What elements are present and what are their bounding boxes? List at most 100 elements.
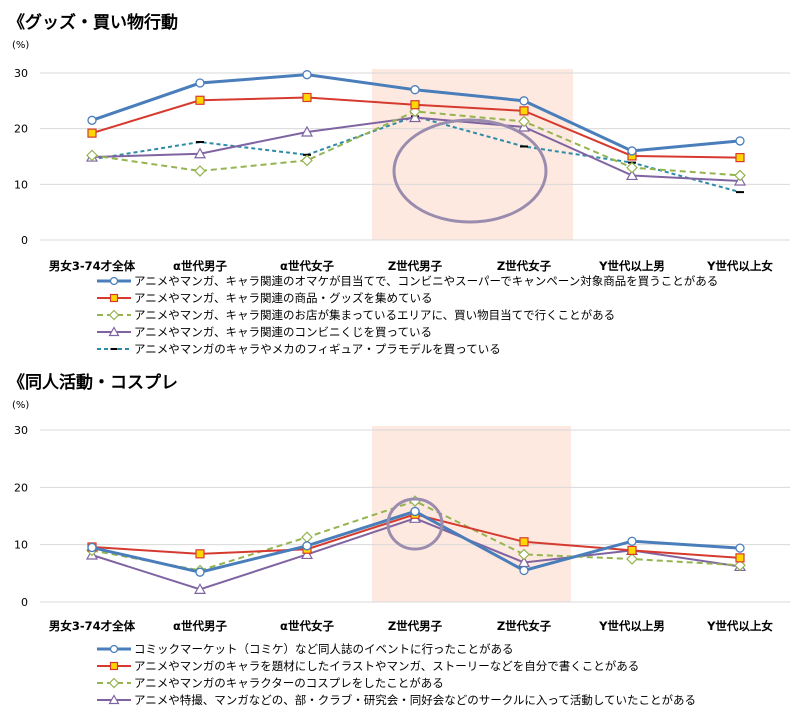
legend-marker [108,309,120,320]
legend-swatch [97,693,131,704]
y-tick-label: 0 [21,596,28,609]
y-tick-label: 10 [14,539,28,552]
point-s2-1 [194,165,206,177]
legend-swatch [97,276,131,285]
legend-label: アニメやマンガ、キャラ関連の商品・グッズを集めている [134,290,433,305]
point-s1-6 [735,153,745,163]
legend-swatch [97,325,131,336]
legend-label: アニメやマンガ、キャラ関連のお店が集まっているエリアに、買い物目当てで行くことが… [134,307,616,322]
point-s0-2 [302,541,312,551]
legend-marker [108,325,120,336]
legend-marker [108,677,120,688]
point-s3-1 [193,583,207,594]
point-s0-5 [627,146,637,156]
chart2-plot: 0 10 20 30 男女3-74才全体 α世代男子 α世代女子 Z世代男子 Z世代女子 Y世代以… [14,424,790,633]
point-s2-2 [301,154,313,167]
point-s2-6 [734,169,746,182]
legend-item: アニメやマンガのキャラを題材にしたイラストやマンガ、ストーリーなどを自分で書くこ… [96,657,696,674]
legend-item: アニメやマンガ、キャラ関連のコンビニくじを買っている [96,323,718,340]
legend-label: アニメやマンガ、キャラ関連のオマケが目当てで、コンビニやスーパーでキャンペーン対… [134,273,719,288]
legend-item: アニメや特撮、マンガなどの、部・クラブ・研究会・同好会などのサークルに入って活動… [96,691,696,708]
point-s1-4 [519,106,529,116]
x-tick-label: Z世代男子 [388,259,443,273]
chart1-title: 《グッズ・買い物行動 [8,13,178,33]
chart1-plot: 0 10 20 30 男女3-74才全体 α世代男子 α世代女子 Z世代男子 Z世代女子 Y世代以… [14,67,790,273]
point-s1-6 [735,553,745,563]
legend-label: アニメやマンガ、キャラ関連のコンビニくじを買っている [134,324,432,339]
x-tick-label: α世代男子 [173,259,227,273]
point-s1-3 [410,100,420,110]
legend-marker [109,293,119,302]
x-tick-label: Z世代男子 [388,619,443,633]
point-s0-1 [195,567,205,577]
y-tick-label: 0 [21,234,28,247]
legend-marker [109,276,119,285]
point-s3-5 [625,169,639,181]
legend-swatch [97,677,131,688]
x-tick-label: Z世代女子 [497,619,552,633]
point-s2-0 [86,149,98,162]
legend-item: コミックマーケット（コミケ）など同人誌のイベントに行ったことがある [96,640,696,657]
x-tick-label: α世代女子 [280,619,334,633]
legend-swatch [97,293,131,302]
point-s1-0 [87,128,97,138]
point-s0-5 [627,536,637,546]
chart2-unit: (%) [12,400,30,411]
chart2-legend: コミックマーケット（コミケ）など同人誌のイベントに行ったことがある アニメやマンガ… [96,640,696,708]
x-tick-label: Y世代以上男 [598,259,665,273]
legend-swatch [97,644,131,653]
legend-item: アニメやマンガのキャラクターのコスプレをしたことがある [96,674,696,691]
point-s3-1 [193,147,207,159]
x-tick-label: α世代女子 [280,259,334,273]
chart1-unit: (%) [12,40,30,51]
point-s0-3 [410,85,420,95]
x-tick-label: Y世代以上男 [598,619,665,633]
y-tick-label: 20 [14,123,28,136]
highlight-band [372,426,571,602]
legend-marker [109,644,119,653]
chart1-legend: アニメやマンガ、キャラ関連のオマケが目当てで、コンビニやスーパーでキャンペーン対… [96,272,718,357]
x-tick-label: 男女3-74才全体 [49,619,136,633]
x-tick-label: α世代男子 [173,619,227,633]
legend-label: アニメやマンガのキャラを題材にしたイラストやマンガ、ストーリーなどを自分で書くこ… [134,658,640,673]
point-s0-2 [302,70,312,80]
point-s0-6 [735,136,745,146]
chart2-title: 《同人活動・コスプレ [8,373,178,393]
legend-label: コミックマーケット（コミケ）など同人誌のイベントに行ったことがある [134,641,514,656]
y-tick-label: 20 [14,481,28,494]
point-s1-5 [627,545,637,555]
point-s0-3 [410,506,420,517]
point-s3-2 [300,125,314,137]
point-s2-5 [626,553,638,565]
point-s0-6 [735,543,745,553]
point-s0-4 [519,96,529,106]
legend-marker [109,661,119,670]
point-s3-2 [300,548,314,560]
emphasis-ellipse [392,118,548,224]
point-s1-2 [302,92,312,103]
y-tick-label: 30 [14,424,28,437]
legend-label: アニメやマンガのキャラクターのコスプレをしたことがある [134,675,444,690]
point-s0-1 [195,78,205,88]
legend-label: アニメや特撮、マンガなどの、部・クラブ・研究会・同好会などのサークルに入って活動… [134,692,696,707]
legend-swatch [97,661,131,670]
point-s2-4 [518,115,530,128]
legend-item: アニメやマンガのキャラやメカのフィギュア・プラモデルを買っている [96,340,718,357]
legend-label: アニメやマンガのキャラやメカのフィギュア・プラモデルを買っている [134,341,501,356]
emphasis-ellipse [386,497,444,551]
legend-item: アニメやマンガ、キャラ関連の商品・グッズを集めている [96,289,718,306]
point-s0-0 [87,115,97,125]
legend-item: アニメやマンガ、キャラ関連のオマケが目当てで、コンビニやスーパーでキャンペーン対… [96,272,718,289]
legend-swatch [97,347,131,350]
legend-marker [108,693,120,704]
point-s2-2 [301,531,313,544]
point-s1-4 [519,537,529,547]
point-s0-4 [519,565,529,576]
point-s2-5 [626,161,638,174]
x-tick-label: Y世代以上女 [706,259,773,273]
x-tick-label: Y世代以上女 [706,619,773,633]
legend-item: アニメやマンガ、キャラ関連のお店が集まっているエリアに、買い物目当てで行くことが… [96,306,718,323]
point-s1-1 [195,549,205,559]
y-tick-label: 10 [14,178,28,191]
x-tick-label: 男女3-74才全体 [49,259,136,273]
